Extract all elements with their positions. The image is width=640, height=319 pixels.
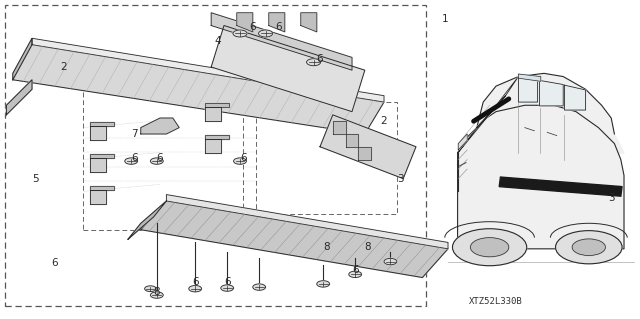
Text: 6: 6: [317, 54, 323, 64]
Polygon shape: [13, 38, 32, 80]
Polygon shape: [358, 147, 371, 160]
Polygon shape: [458, 96, 506, 153]
Circle shape: [452, 229, 527, 266]
Polygon shape: [90, 158, 106, 172]
Polygon shape: [477, 77, 518, 128]
Polygon shape: [237, 13, 253, 32]
Text: 7: 7: [131, 129, 138, 139]
Text: 8: 8: [154, 287, 160, 297]
Polygon shape: [205, 107, 221, 121]
Text: 6: 6: [352, 264, 358, 275]
Circle shape: [233, 30, 247, 37]
Polygon shape: [320, 115, 416, 179]
Text: 6: 6: [224, 277, 230, 287]
Polygon shape: [205, 103, 229, 107]
Polygon shape: [141, 118, 179, 134]
Polygon shape: [166, 195, 448, 249]
Polygon shape: [128, 201, 166, 239]
Circle shape: [384, 258, 397, 265]
Polygon shape: [333, 121, 346, 134]
Polygon shape: [141, 201, 448, 278]
Text: 2: 2: [61, 62, 67, 72]
Polygon shape: [211, 13, 352, 70]
Text: 1: 1: [442, 14, 448, 24]
Polygon shape: [458, 134, 467, 150]
Polygon shape: [518, 77, 538, 102]
Polygon shape: [269, 13, 285, 32]
Bar: [83, 89, 256, 230]
Polygon shape: [540, 80, 563, 106]
Text: 8: 8: [365, 242, 371, 252]
Circle shape: [150, 292, 163, 298]
Polygon shape: [205, 135, 229, 139]
Polygon shape: [13, 45, 384, 134]
Circle shape: [259, 30, 273, 37]
Polygon shape: [90, 154, 114, 158]
Polygon shape: [6, 80, 32, 115]
Circle shape: [221, 285, 234, 291]
Polygon shape: [346, 134, 358, 147]
Text: 3: 3: [608, 193, 614, 203]
Circle shape: [253, 284, 266, 290]
Polygon shape: [499, 177, 622, 196]
Circle shape: [189, 286, 202, 292]
Polygon shape: [518, 74, 541, 81]
Text: 2: 2: [381, 116, 387, 126]
Bar: [243, 102, 397, 214]
Circle shape: [556, 231, 622, 264]
Polygon shape: [564, 85, 586, 110]
Polygon shape: [301, 13, 317, 32]
Polygon shape: [90, 122, 114, 126]
Circle shape: [307, 59, 321, 66]
Circle shape: [470, 238, 509, 257]
Text: 4: 4: [214, 36, 221, 47]
Text: 6: 6: [157, 153, 163, 163]
Polygon shape: [205, 139, 221, 153]
Text: 3: 3: [397, 174, 403, 184]
Polygon shape: [90, 186, 114, 190]
Polygon shape: [32, 38, 384, 102]
Text: 6: 6: [192, 277, 198, 287]
Bar: [5, 5, 426, 306]
Circle shape: [349, 271, 362, 278]
Circle shape: [317, 281, 330, 287]
Circle shape: [145, 286, 156, 292]
Polygon shape: [211, 26, 365, 112]
Polygon shape: [90, 126, 106, 140]
Text: 6: 6: [240, 153, 246, 163]
Text: 6: 6: [250, 22, 256, 32]
Polygon shape: [458, 105, 624, 249]
Circle shape: [150, 158, 163, 164]
Text: XTZ52L330B: XTZ52L330B: [469, 297, 523, 306]
Text: 8: 8: [323, 242, 330, 252]
Text: 5: 5: [32, 174, 38, 184]
Circle shape: [572, 239, 605, 256]
Circle shape: [234, 158, 246, 164]
Polygon shape: [458, 73, 624, 153]
Text: 6: 6: [51, 258, 58, 268]
Text: 6: 6: [131, 153, 138, 163]
Polygon shape: [90, 190, 106, 204]
Text: 6: 6: [275, 22, 282, 32]
Circle shape: [125, 158, 138, 164]
